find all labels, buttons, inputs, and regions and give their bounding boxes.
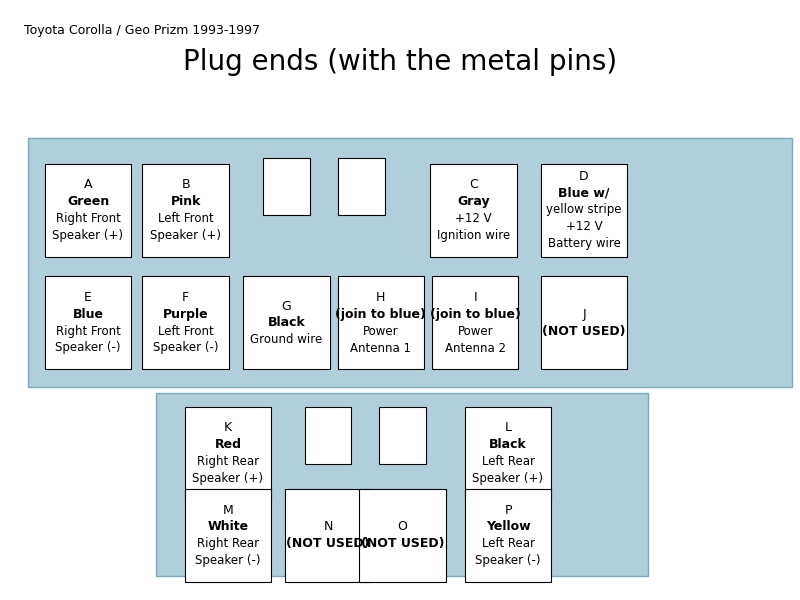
Text: Black: Black [267, 316, 306, 329]
Text: Toyota Corolla / Geo Prizm 1993-1997: Toyota Corolla / Geo Prizm 1993-1997 [24, 24, 260, 37]
Text: +12 V: +12 V [455, 212, 492, 225]
Text: Left Rear: Left Rear [482, 455, 534, 468]
Bar [45, 276, 131, 369]
Text: Antenna 1: Antenna 1 [350, 341, 411, 355]
Text: E: E [84, 291, 92, 304]
Text: Plug ends (with the metal pins): Plug ends (with the metal pins) [183, 48, 617, 76]
Bar [430, 163, 517, 257]
Text: Speaker (-): Speaker (-) [55, 341, 121, 355]
Bar [465, 407, 551, 499]
Bar [541, 276, 627, 369]
Bar [285, 488, 371, 582]
Text: (NOT USED): (NOT USED) [542, 325, 626, 338]
Bar [359, 488, 446, 582]
Bar [338, 276, 424, 369]
Text: Ignition wire: Ignition wire [437, 229, 510, 242]
Text: Green: Green [67, 195, 109, 208]
Text: M: M [222, 503, 234, 517]
Text: (NOT USED): (NOT USED) [361, 537, 444, 550]
Text: Black: Black [489, 438, 527, 451]
Text: +12 V: +12 V [566, 220, 602, 233]
Text: I: I [474, 291, 477, 304]
Text: J: J [582, 308, 586, 321]
Bar [263, 157, 310, 214]
Text: Power: Power [363, 325, 398, 338]
Text: C: C [470, 178, 478, 191]
Text: O: O [398, 520, 407, 533]
Text: (join to blue): (join to blue) [430, 308, 521, 321]
Bar [305, 407, 351, 463]
Text: Speaker (+): Speaker (+) [53, 229, 123, 242]
Text: N: N [323, 520, 333, 533]
Text: Speaker (+): Speaker (+) [473, 472, 543, 485]
Text: Speaker (-): Speaker (-) [195, 554, 261, 567]
Text: Right Rear: Right Rear [197, 537, 259, 550]
Text: G: G [282, 299, 291, 313]
Bar [45, 163, 131, 257]
Text: Yellow: Yellow [486, 520, 530, 533]
Text: A: A [84, 178, 92, 191]
Text: K: K [224, 421, 232, 434]
Bar [541, 163, 627, 257]
Bar [142, 163, 229, 257]
Text: B: B [182, 178, 190, 191]
Text: P: P [504, 503, 512, 517]
Bar [142, 276, 229, 369]
Bar [28, 138, 792, 387]
Text: Speaker (-): Speaker (-) [475, 554, 541, 567]
Text: Power: Power [458, 325, 493, 338]
Text: Left Front: Left Front [158, 325, 214, 338]
Text: F: F [182, 291, 189, 304]
Text: Gray: Gray [458, 195, 490, 208]
Text: Ground wire: Ground wire [250, 333, 322, 346]
Text: Purple: Purple [162, 308, 209, 321]
Text: H: H [376, 291, 386, 304]
Text: Right Front: Right Front [55, 212, 121, 225]
Text: Speaker (+): Speaker (+) [193, 472, 263, 485]
Bar [185, 488, 271, 582]
Text: D: D [579, 170, 589, 183]
Bar [379, 407, 426, 463]
Text: Blue w/: Blue w/ [558, 187, 610, 200]
Text: Pink: Pink [170, 195, 201, 208]
Text: Speaker (-): Speaker (-) [153, 341, 218, 355]
Text: Speaker (+): Speaker (+) [150, 229, 221, 242]
Bar [243, 276, 330, 369]
Text: Red: Red [214, 438, 242, 451]
Bar [156, 393, 648, 576]
Text: (join to blue): (join to blue) [335, 308, 426, 321]
Text: (NOT USED): (NOT USED) [286, 537, 370, 550]
Text: Battery wire: Battery wire [547, 237, 621, 250]
Text: yellow stripe: yellow stripe [546, 203, 622, 217]
Bar [185, 407, 271, 499]
Text: Antenna 2: Antenna 2 [445, 341, 506, 355]
Text: Blue: Blue [73, 308, 103, 321]
Bar [432, 276, 518, 369]
Bar [338, 157, 385, 214]
Text: Right Rear: Right Rear [197, 455, 259, 468]
Text: Right Front: Right Front [55, 325, 121, 338]
Text: Left Rear: Left Rear [482, 537, 534, 550]
Text: White: White [207, 520, 249, 533]
Text: L: L [505, 421, 511, 434]
Text: Left Front: Left Front [158, 212, 214, 225]
Bar [465, 488, 551, 582]
